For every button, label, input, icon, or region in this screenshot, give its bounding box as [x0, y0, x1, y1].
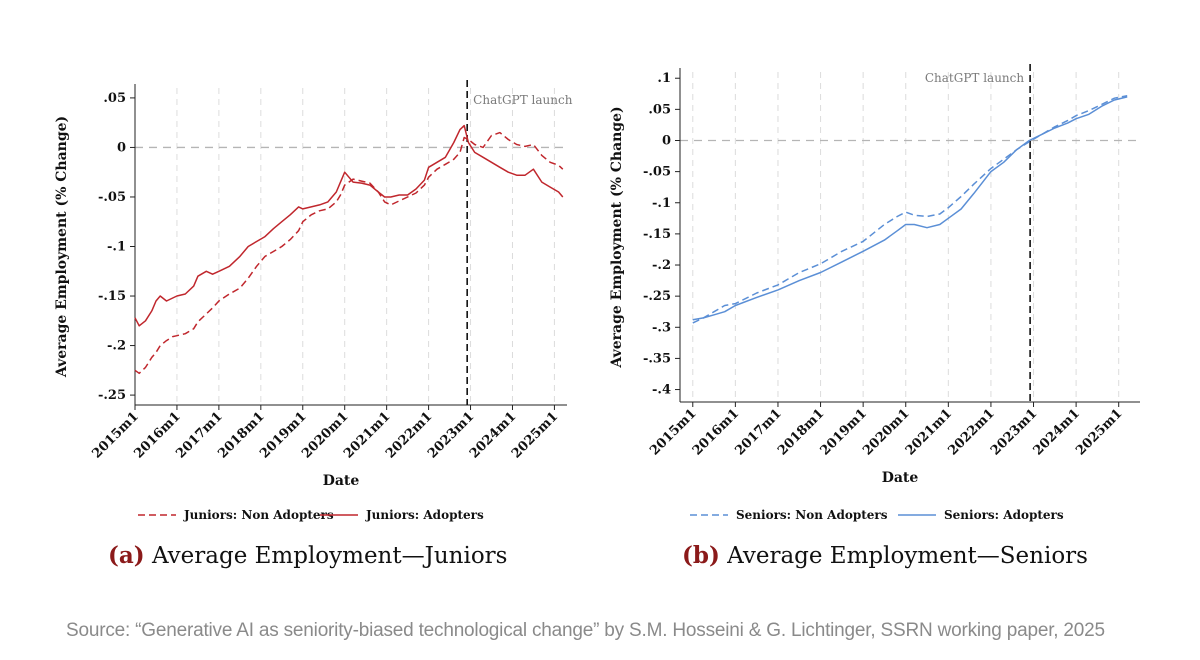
x-tick-label: 2025m1: [509, 409, 561, 461]
caption-text: Average Employment—Juniors: [151, 543, 508, 569]
source-citation: Source: “Generative AI as seniority-bias…: [66, 620, 1105, 641]
y-tick-label: -.35: [643, 351, 671, 366]
y-tick-label: -.15: [98, 289, 126, 304]
legend-label: Seniors: Adopters: [944, 508, 1064, 522]
y-tick-label: -.4: [652, 383, 671, 398]
y-tick-label: -.1: [652, 196, 671, 211]
y-tick-label: 0: [662, 133, 671, 148]
y-axis-title: Average Employment (% Change): [609, 106, 625, 368]
chart-panel-seniors: .1.050-.05-.1-.15-.2-.25-.3-.35-.42015m1…: [609, 64, 1140, 522]
x-axis-title: Date: [882, 470, 919, 486]
caption-juniors: (a) Average Employment—Juniors: [108, 542, 507, 569]
chatgpt-launch-label: ChatGPT launch: [473, 93, 573, 107]
caption-letter: (b): [682, 542, 720, 569]
y-tick-label: -.05: [643, 165, 671, 180]
legend-label: Juniors: Adopters: [365, 508, 484, 522]
y-tick-label: -.3: [652, 320, 671, 335]
caption-seniors: (b) Average Employment—Seniors: [682, 542, 1088, 569]
x-tick-label: 2025m1: [1073, 406, 1125, 458]
y-axis-title: Average Employment (% Change): [54, 116, 70, 378]
y-tick-label: -.05: [98, 190, 126, 205]
caption-text: Average Employment—Seniors: [727, 543, 1088, 569]
y-tick-label: -.25: [98, 388, 126, 403]
series-line-seniors-non-adopters: [692, 94, 1128, 324]
legend-label: Juniors: Non Adopters: [183, 508, 334, 522]
y-tick-label: 0: [117, 140, 126, 155]
series-line-juniors-adopters: [134, 124, 564, 327]
series-line-seniors-adopters: [692, 96, 1128, 321]
x-axis-title: Date: [323, 473, 360, 489]
y-tick-label: -.25: [643, 289, 671, 304]
series-line-juniors-non-adopters: [134, 131, 564, 375]
y-tick-label: .05: [648, 102, 671, 117]
chart-panel-juniors: .050-.05-.1-.15-.2-.252015m12016m12017m1…: [54, 80, 573, 522]
chatgpt-launch-label: ChatGPT launch: [925, 71, 1025, 85]
legend-label: Seniors: Non Adopters: [736, 508, 888, 522]
y-tick-label: .1: [657, 71, 671, 86]
y-tick-label: -.2: [107, 339, 126, 354]
y-tick-label: -.2: [652, 258, 671, 273]
y-tick-label: -.1: [107, 240, 126, 255]
y-tick-label: .05: [103, 91, 126, 106]
caption-letter: (a): [108, 542, 145, 569]
y-tick-label: -.15: [643, 227, 671, 242]
